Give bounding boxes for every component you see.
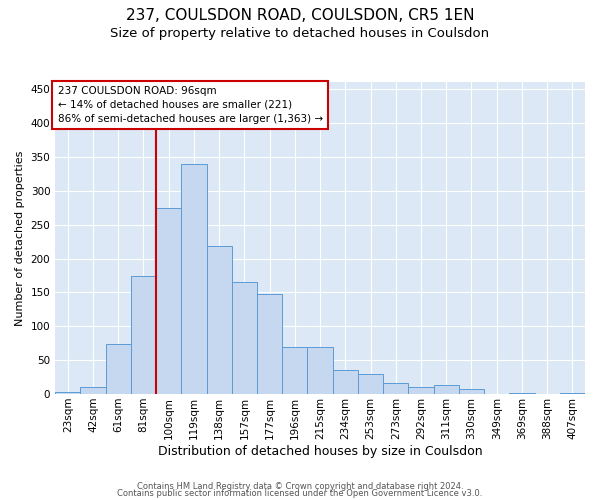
- Text: Contains public sector information licensed under the Open Government Licence v3: Contains public sector information licen…: [118, 489, 482, 498]
- Text: 237, COULSDON ROAD, COULSDON, CR5 1EN: 237, COULSDON ROAD, COULSDON, CR5 1EN: [126, 8, 474, 22]
- Bar: [131, 276, 156, 394]
- Bar: [181, 164, 206, 394]
- Bar: [459, 390, 484, 394]
- Bar: [282, 348, 307, 394]
- Bar: [383, 383, 409, 394]
- Bar: [434, 385, 459, 394]
- Bar: [560, 392, 585, 394]
- Bar: [55, 392, 80, 394]
- Bar: [232, 282, 257, 394]
- X-axis label: Distribution of detached houses by size in Coulsdon: Distribution of detached houses by size …: [158, 444, 482, 458]
- Text: Contains HM Land Registry data © Crown copyright and database right 2024.: Contains HM Land Registry data © Crown c…: [137, 482, 463, 491]
- Bar: [106, 344, 131, 394]
- Bar: [358, 374, 383, 394]
- Bar: [156, 208, 181, 394]
- Text: Size of property relative to detached houses in Coulsdon: Size of property relative to detached ho…: [110, 28, 490, 40]
- Bar: [80, 386, 106, 394]
- Bar: [206, 246, 232, 394]
- Bar: [332, 370, 358, 394]
- Bar: [409, 386, 434, 394]
- Bar: [509, 392, 535, 394]
- Bar: [257, 294, 282, 394]
- Text: 237 COULSDON ROAD: 96sqm
← 14% of detached houses are smaller (221)
86% of semi-: 237 COULSDON ROAD: 96sqm ← 14% of detach…: [58, 86, 323, 124]
- Y-axis label: Number of detached properties: Number of detached properties: [15, 150, 25, 326]
- Bar: [307, 348, 332, 394]
